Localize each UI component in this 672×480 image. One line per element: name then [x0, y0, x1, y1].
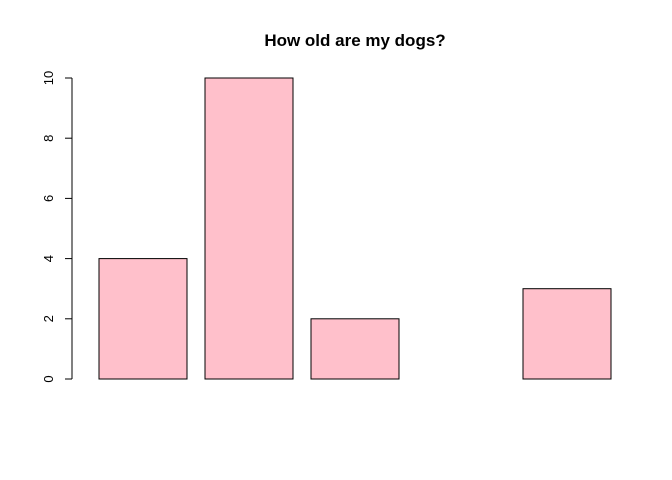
bars	[98, 77, 612, 380]
bar	[98, 258, 188, 380]
y-tick-label: 10	[41, 71, 56, 85]
y-tick-label: 6	[41, 195, 56, 202]
y-axis: 0 2 4 6 8 10	[41, 71, 73, 383]
y-tick-label: 0	[41, 375, 56, 382]
y-tick-label: 2	[41, 315, 56, 322]
chart-title: How old are my dogs?	[264, 31, 445, 50]
bar	[204, 77, 294, 380]
y-tick-label: 4	[41, 255, 56, 262]
bar	[522, 288, 612, 380]
y-tick-label: 8	[41, 135, 56, 142]
bar	[310, 318, 400, 380]
